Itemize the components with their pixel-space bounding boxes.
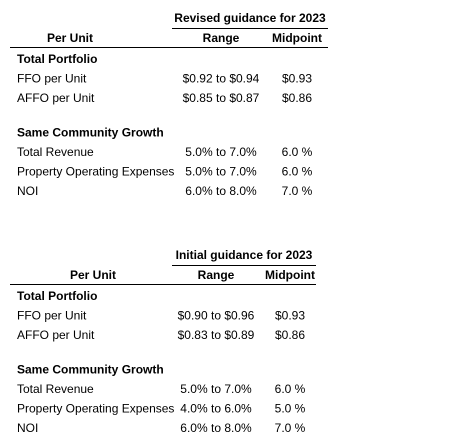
table-title: Revised guidance for 2023 xyxy=(174,11,326,25)
midpoint-value: $0.93 xyxy=(282,72,312,86)
midpoint-value: $0.86 xyxy=(282,91,312,105)
row-label: Total Revenue xyxy=(17,145,94,159)
row-label: Property Operating Expenses xyxy=(17,165,174,179)
range-value: 6.0% to 8.0% xyxy=(180,421,252,435)
section-heading: Same Community Growth xyxy=(17,126,164,140)
range-value: 5.0% to 7.0% xyxy=(180,382,252,396)
midpoint-value: 5.0 % xyxy=(275,402,306,416)
header-midpoint: Midpoint xyxy=(272,31,322,45)
table-title: Initial guidance for 2023 xyxy=(176,248,313,262)
row-label: AFFO per Unit xyxy=(17,328,95,342)
range-value: 5.0% to 7.0% xyxy=(185,165,257,179)
row-label: NOI xyxy=(17,421,38,435)
range-value: 6.0% to 8.0% xyxy=(185,184,257,198)
section-heading: Total Portfolio xyxy=(17,52,97,66)
section-heading: Total Portfolio xyxy=(17,289,97,303)
header-per-unit: Per Unit xyxy=(70,268,116,282)
row-label: FFO per Unit xyxy=(17,309,87,323)
midpoint-value: $0.93 xyxy=(275,309,305,323)
header-range: Range xyxy=(203,31,240,45)
header-per-unit: Per Unit xyxy=(47,31,93,45)
range-value: 4.0% to 6.0% xyxy=(180,402,252,416)
row-label: FFO per Unit xyxy=(17,72,87,86)
section-heading: Same Community Growth xyxy=(17,363,164,377)
row-label: Property Operating Expenses xyxy=(17,402,174,416)
range-value: $0.90 to $0.96 xyxy=(178,309,255,323)
midpoint-value: 7.0 % xyxy=(282,184,313,198)
range-value: $0.92 to $0.94 xyxy=(183,72,260,86)
row-label: AFFO per Unit xyxy=(17,91,95,105)
row-label: NOI xyxy=(17,184,38,198)
range-value: 5.0% to 7.0% xyxy=(185,145,257,159)
range-value: $0.85 to $0.87 xyxy=(183,91,260,105)
row-label: Total Revenue xyxy=(17,382,94,396)
midpoint-value: 6.0 % xyxy=(282,165,313,179)
header-range: Range xyxy=(198,268,235,282)
midpoint-value: 6.0 % xyxy=(275,382,306,396)
midpoint-value: $0.86 xyxy=(275,328,305,342)
range-value: $0.83 to $0.89 xyxy=(178,328,255,342)
midpoint-value: 7.0 % xyxy=(275,421,306,435)
midpoint-value: 6.0 % xyxy=(282,145,313,159)
header-midpoint: Midpoint xyxy=(265,268,315,282)
